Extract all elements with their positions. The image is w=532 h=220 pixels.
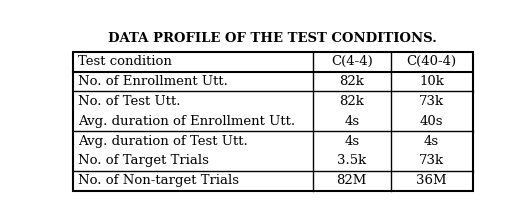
- Text: 82M: 82M: [336, 174, 367, 187]
- Text: No. of Non-target Trials: No. of Non-target Trials: [78, 174, 239, 187]
- Text: DATA PROFILE OF THE TEST CONDITIONS.: DATA PROFILE OF THE TEST CONDITIONS.: [108, 32, 437, 45]
- Text: Avg. duration of Test Utt.: Avg. duration of Test Utt.: [78, 135, 247, 148]
- Text: C(4-4): C(4-4): [331, 55, 372, 68]
- Text: Test condition: Test condition: [78, 55, 171, 68]
- Text: 4s: 4s: [344, 135, 359, 148]
- Text: 3.5k: 3.5k: [337, 154, 366, 167]
- Text: 73k: 73k: [419, 154, 444, 167]
- Text: No. of Target Trials: No. of Target Trials: [78, 154, 209, 167]
- Text: 82k: 82k: [339, 75, 364, 88]
- Text: 73k: 73k: [419, 95, 444, 108]
- Text: C(40-4): C(40-4): [406, 55, 456, 68]
- Text: 4s: 4s: [344, 115, 359, 128]
- Text: No. of Test Utt.: No. of Test Utt.: [78, 95, 180, 108]
- Text: 4s: 4s: [424, 135, 439, 148]
- Text: 36M: 36M: [417, 174, 447, 187]
- Text: 10k: 10k: [419, 75, 444, 88]
- Text: No. of Enrollment Utt.: No. of Enrollment Utt.: [78, 75, 228, 88]
- Text: Avg. duration of Enrollment Utt.: Avg. duration of Enrollment Utt.: [78, 115, 295, 128]
- Text: 40s: 40s: [420, 115, 443, 128]
- Text: 82k: 82k: [339, 95, 364, 108]
